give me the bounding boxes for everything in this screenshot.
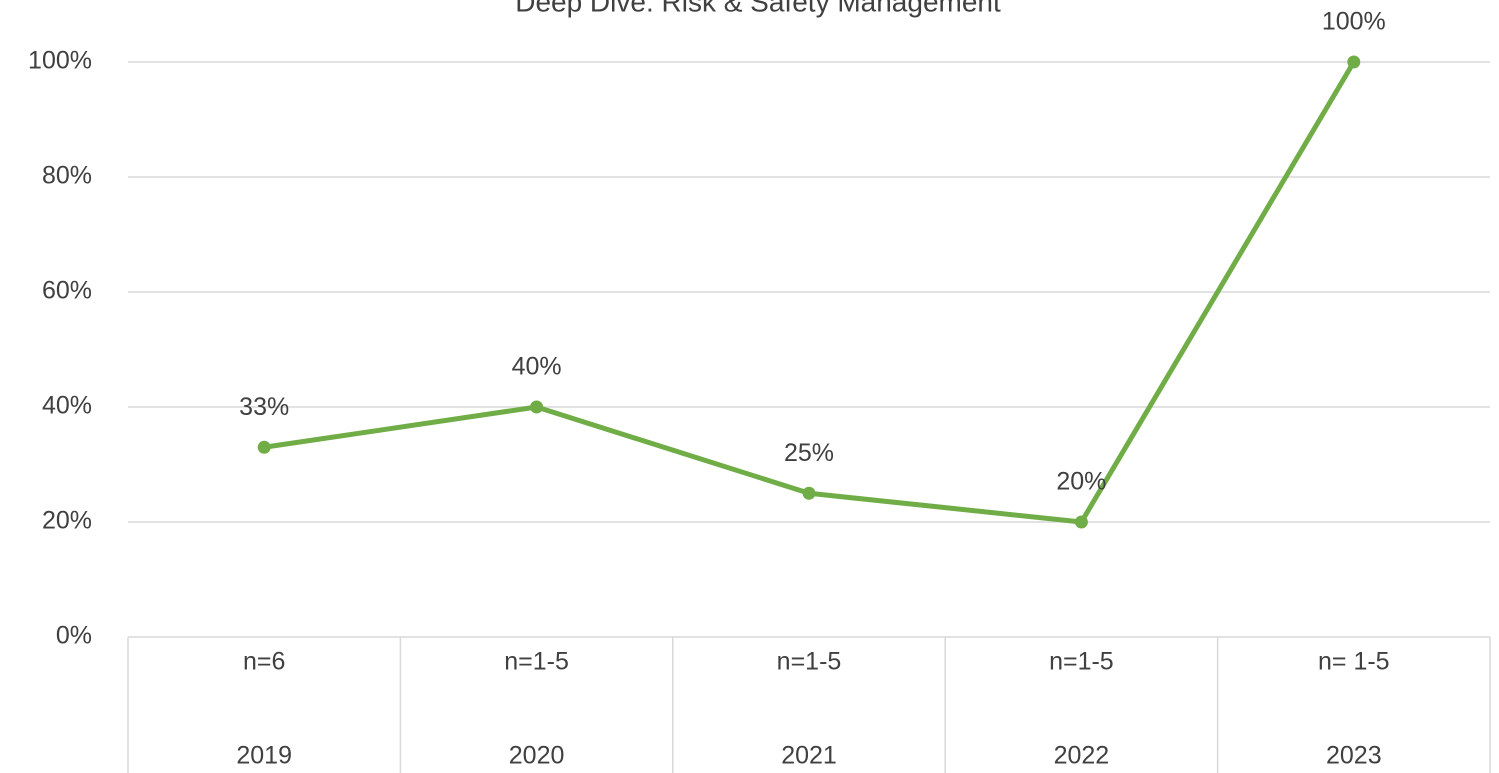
data-label: 40% (512, 353, 562, 381)
y-tick-label: 40% (42, 392, 92, 420)
x-tick-label: 2020 (509, 742, 565, 770)
y-tick-label: 20% (42, 507, 92, 535)
x-tick-label: 2022 (1054, 742, 1110, 770)
x-sub-label: n=1-5 (1049, 648, 1114, 676)
data-label: 20% (1056, 468, 1106, 496)
y-tick-label: 0% (56, 622, 92, 650)
y-tick-label: 80% (42, 162, 92, 190)
x-sub-label: n=6 (243, 648, 285, 676)
data-label: 33% (239, 393, 289, 421)
y-tick-label: 100% (28, 47, 92, 75)
x-tick-label: 2021 (781, 742, 837, 770)
marker (257, 440, 271, 454)
marker (802, 486, 816, 500)
x-sub-label: n=1-5 (777, 648, 842, 676)
x-tick-label: 2023 (1326, 742, 1382, 770)
marker (530, 400, 544, 414)
y-tick-label: 60% (42, 277, 92, 305)
marker (1347, 55, 1361, 69)
data-label: 25% (784, 439, 834, 467)
chart-title: Deep Dive: Risk & Safety Management (515, 0, 1001, 17)
marker (1074, 515, 1088, 529)
x-sub-label: n= 1-5 (1318, 648, 1390, 676)
x-sub-label: n=1-5 (504, 648, 569, 676)
data-label: 100% (1322, 8, 1386, 36)
x-tick-label: 2019 (236, 742, 292, 770)
